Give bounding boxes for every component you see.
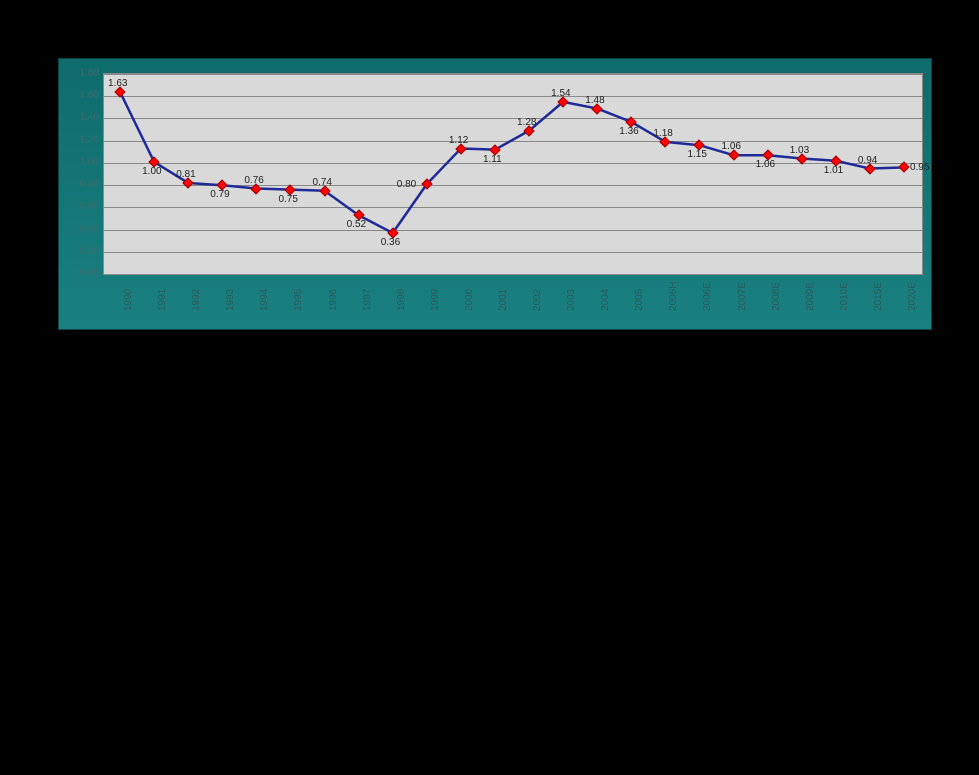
data-label: 0.79: [210, 189, 229, 200]
data-label: 0.36: [381, 237, 400, 248]
data-label: 1.63: [108, 78, 127, 89]
x-tick-label: 2004: [600, 289, 611, 311]
x-tick-label: 2008E: [771, 282, 782, 311]
x-tick-label: 1997: [362, 289, 373, 311]
x-tick-label: 2003: [566, 289, 577, 311]
x-tick-label: 1994: [259, 289, 270, 311]
x-tick-label: 2006E: [702, 282, 713, 311]
line-series: [59, 59, 931, 329]
data-label: 0.80: [397, 179, 416, 190]
y-tick-label: 1.20: [65, 134, 99, 145]
y-tick-label: 1.00: [65, 156, 99, 167]
x-tick-label: 1995: [293, 289, 304, 311]
data-label: 0.95: [910, 162, 929, 173]
data-label: 1.36: [619, 126, 638, 137]
data-label: 1.18: [653, 128, 672, 139]
y-tick-label: 0.20: [65, 245, 99, 256]
data-label: 1.28: [517, 117, 536, 128]
data-label: 0.94: [858, 155, 877, 166]
x-tick-label: 1991: [157, 289, 168, 311]
data-label: 1.48: [585, 95, 604, 106]
data-label: 1.54: [551, 88, 570, 99]
x-tick-label: 2009E: [805, 282, 816, 311]
x-tick-label: 2001: [498, 289, 509, 311]
x-tick-label: 2002: [532, 289, 543, 311]
data-label: 1.15: [687, 149, 706, 160]
data-label: 0.52: [347, 219, 366, 230]
x-tick-label: 2000: [464, 289, 475, 311]
data-label: 0.75: [278, 194, 297, 205]
x-tick-label: 2010E: [839, 282, 850, 311]
x-tick-label: 1998: [396, 289, 407, 311]
y-tick-label: 0.60: [65, 201, 99, 212]
y-tick-label: 1.40: [65, 112, 99, 123]
y-tick-label: 0.80: [65, 179, 99, 190]
data-label: 1.03: [790, 145, 809, 156]
y-tick-label: 0.40: [65, 223, 99, 234]
x-tick-label: 2005: [634, 289, 645, 311]
y-tick-label: 1.60: [65, 90, 99, 101]
x-tick-label: 2007E: [737, 282, 748, 311]
y-tick-label: 0.00: [65, 268, 99, 279]
data-label: 1.01: [824, 165, 843, 176]
x-tick-label: 1996: [328, 289, 339, 311]
data-label: 0.76: [244, 175, 263, 186]
chart-panel: 0.00 0.20 0.40 0.60 0.80 1.00 1.20 1.40 1.60 1.80…: [58, 58, 932, 330]
data-label: 1.11: [483, 154, 502, 165]
data-label: 1.06: [756, 159, 775, 170]
x-tick-label: 2020E: [907, 282, 918, 311]
data-label: 1.06: [722, 141, 741, 152]
x-tick-label: 1990: [123, 289, 134, 311]
x-tick-label: 1992: [191, 289, 202, 311]
data-label: 0.81: [176, 169, 195, 180]
x-tick-label: 1999: [430, 289, 441, 311]
data-label: 1.12: [449, 135, 468, 146]
x-tick-label: 2006H: [668, 282, 679, 311]
x-tick-label: 1993: [225, 289, 236, 311]
data-label: 0.74: [313, 177, 332, 188]
y-tick-label: 1.80: [65, 68, 99, 79]
x-tick-label: 2015E: [873, 282, 884, 311]
data-label: 1.00: [142, 166, 161, 177]
